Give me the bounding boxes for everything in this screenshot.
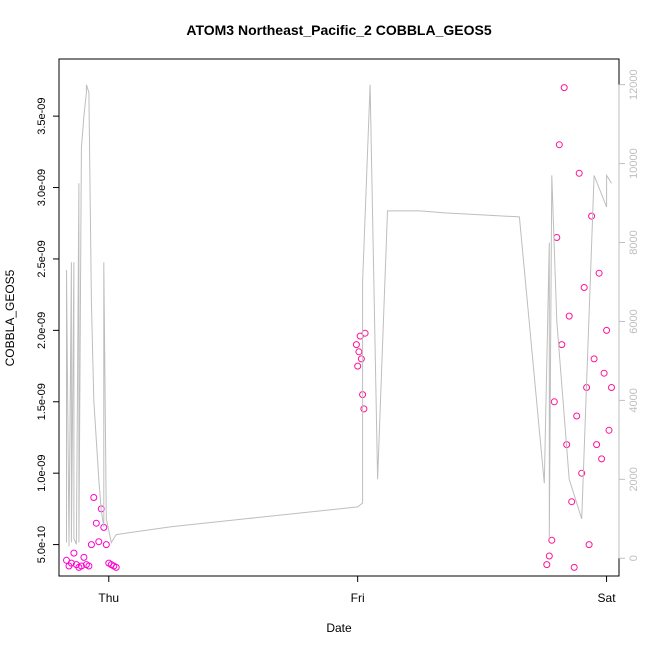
left-tick-label: 1.5e-09	[36, 383, 48, 420]
data-point	[590, 355, 598, 363]
data-point	[352, 341, 360, 349]
data-point	[553, 234, 561, 241]
data-point	[578, 469, 586, 477]
left-tick-label: 3.5e-09	[36, 97, 48, 134]
data-point	[573, 412, 581, 420]
data-point	[558, 341, 566, 349]
data-point	[67, 559, 75, 567]
data-point	[605, 426, 613, 434]
right-tick-label: 12000	[628, 69, 640, 100]
data-point	[80, 553, 88, 561]
data-point	[585, 541, 593, 549]
data-point	[543, 561, 551, 569]
data-point	[77, 562, 85, 570]
plot-frame	[58, 58, 620, 577]
chart-title: ATOM3 Northeast_Pacific_2 COBBLA_GEOS5	[186, 22, 491, 38]
data-point	[588, 212, 596, 220]
data-point	[598, 455, 606, 463]
data-point	[354, 362, 362, 370]
x-tick-label: Thu	[98, 591, 119, 605]
data-point	[575, 169, 583, 177]
x-tick-label: Fri	[351, 591, 365, 605]
data-point	[90, 494, 98, 501]
x-axis: Thu Fri Sat	[98, 575, 617, 605]
data-point	[550, 398, 558, 406]
data-point	[568, 498, 576, 506]
data-point	[360, 405, 368, 413]
data-point	[593, 441, 601, 449]
data-point	[608, 384, 615, 391]
data-point	[85, 562, 93, 570]
right-tick-label: 8000	[628, 230, 640, 254]
data-point	[102, 541, 110, 549]
altitude-line	[66, 84, 612, 547]
right-tick-label: 10000	[628, 148, 640, 179]
left-tick-label: 3.0e-09	[36, 169, 48, 206]
data-point	[87, 541, 95, 549]
data-point	[595, 269, 603, 277]
series-layer	[63, 84, 615, 571]
right-tick-label: 2000	[628, 467, 640, 491]
data-point	[580, 284, 588, 291]
data-point	[600, 369, 608, 377]
x-axis-label: Date	[326, 621, 352, 635]
right-tick-label: 4000	[628, 388, 640, 412]
data-point	[112, 563, 120, 571]
data-point	[555, 141, 563, 149]
right-tick-label: 6000	[628, 309, 640, 333]
data-point	[355, 348, 363, 356]
right-tick-label: 0	[628, 555, 640, 561]
left-tick-label: 1.0e-09	[36, 455, 48, 492]
data-point	[560, 84, 568, 92]
data-point	[95, 538, 103, 546]
data-point	[570, 563, 578, 571]
left-tick-label: 2.5e-09	[36, 240, 48, 277]
data-point	[92, 519, 100, 527]
left-tick-label: 5.0e-10	[36, 526, 48, 563]
data-point	[603, 326, 611, 334]
data-point	[565, 312, 573, 320]
left-tick-label: 2.0e-09	[36, 312, 48, 349]
data-point	[70, 549, 78, 557]
x-tick-label: Sat	[598, 591, 617, 605]
data-point	[545, 552, 553, 560]
data-point	[548, 536, 556, 544]
data-point	[357, 355, 365, 363]
left-y-axis: 5.0e-10 1.0e-09 1.5e-09 2.0e-09 2.5e-09 3.0e-…	[36, 97, 60, 563]
right-y-axis: 0 2000 4000 6000 8000 10000 12000	[618, 69, 640, 561]
y-axis-label: COBBLA_GEOS5	[3, 269, 17, 366]
